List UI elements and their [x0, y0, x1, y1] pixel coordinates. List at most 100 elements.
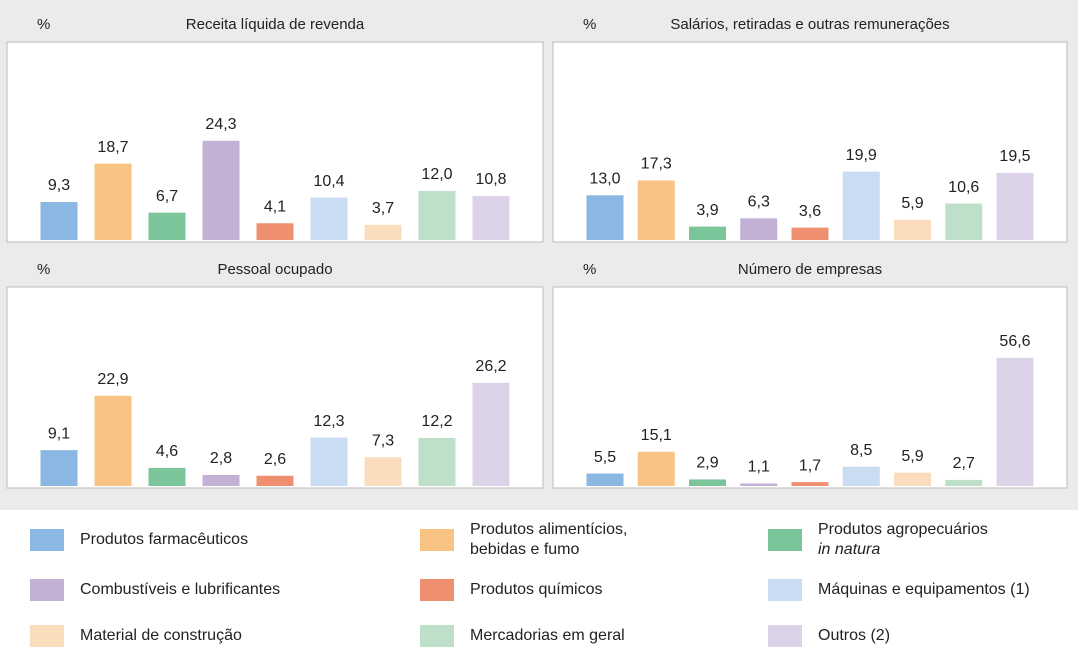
value-label: 2,7 — [953, 455, 975, 472]
value-label: 1,1 — [748, 459, 770, 476]
value-label: 5,9 — [901, 448, 923, 465]
bar — [40, 450, 78, 486]
legend-label: Produtos químicos — [470, 581, 603, 598]
value-label: 6,7 — [156, 188, 178, 205]
bar — [689, 226, 726, 240]
legend-label: Máquinas e equipamentos (1) — [818, 581, 1030, 598]
y-axis-label: % — [37, 261, 50, 278]
value-label: 3,6 — [799, 203, 821, 220]
legend-swatch — [30, 529, 64, 551]
value-label: 2,8 — [210, 450, 232, 467]
legend-label: in natura — [818, 541, 880, 558]
legend-swatch — [420, 579, 454, 601]
bar — [310, 437, 348, 486]
value-label: 22,9 — [97, 371, 128, 388]
legend-swatch — [420, 625, 454, 647]
legend-label: Material de construção — [80, 627, 242, 644]
value-label: 10,6 — [948, 179, 979, 196]
value-label: 19,9 — [846, 147, 877, 164]
bar — [637, 451, 675, 486]
legend-swatch — [768, 529, 802, 551]
value-label: 12,0 — [421, 166, 452, 183]
value-label: 7,3 — [372, 432, 394, 449]
bar — [256, 223, 294, 240]
value-label: 12,2 — [421, 413, 452, 430]
legend-swatch — [30, 579, 64, 601]
value-label: 10,8 — [475, 171, 506, 188]
bar — [894, 219, 931, 240]
bar — [842, 466, 880, 486]
value-label: 5,5 — [594, 449, 616, 466]
value-label: 3,9 — [696, 202, 718, 219]
bar — [310, 197, 348, 240]
legend-swatch — [768, 579, 802, 601]
value-label: 17,3 — [641, 156, 672, 173]
bar — [689, 479, 726, 486]
legend-label: Produtos alimentícios, — [470, 521, 627, 538]
value-label: 6,3 — [748, 194, 770, 211]
value-label: 18,7 — [97, 139, 128, 156]
bar — [842, 171, 880, 240]
value-label: 15,1 — [641, 427, 672, 444]
bar — [202, 474, 240, 486]
value-label: 2,9 — [696, 455, 718, 472]
y-axis-label: % — [37, 16, 50, 33]
value-label: 24,3 — [205, 116, 236, 133]
bar — [791, 482, 829, 486]
value-label: 5,9 — [901, 195, 923, 212]
value-label: 8,5 — [850, 442, 872, 459]
legend-label: Produtos farmacêuticos — [80, 531, 248, 548]
bar — [586, 473, 624, 486]
bar — [418, 437, 456, 486]
value-label: 19,5 — [999, 148, 1030, 165]
bar — [637, 180, 675, 240]
bar — [364, 224, 402, 240]
legend-label: Combustíveis e lubrificantes — [80, 581, 280, 598]
value-label: 13,0 — [589, 171, 620, 188]
bar — [94, 163, 132, 240]
value-label: 4,6 — [156, 443, 178, 460]
bar — [894, 472, 931, 486]
value-label: 1,7 — [799, 457, 821, 474]
bar — [586, 195, 624, 240]
bar — [740, 218, 778, 240]
bar — [94, 395, 132, 486]
panel-title: Número de empresas — [738, 261, 882, 278]
panel-title: Pessoal ocupado — [217, 261, 332, 278]
bar — [472, 382, 510, 486]
bar — [40, 202, 78, 240]
legend-label: Produtos agropecuários — [818, 521, 988, 538]
y-axis-label: % — [583, 261, 596, 278]
legend-swatch — [420, 529, 454, 551]
bar — [148, 212, 186, 240]
y-axis-label: % — [583, 16, 596, 33]
bar — [945, 203, 983, 240]
bar — [148, 467, 186, 486]
value-label: 12,3 — [313, 413, 344, 430]
bar — [791, 227, 829, 240]
bar — [996, 357, 1034, 486]
legend-swatch — [768, 625, 802, 647]
bar — [202, 140, 240, 240]
legend-label: Outros (2) — [818, 627, 890, 644]
value-label: 10,4 — [313, 173, 344, 190]
value-label: 3,7 — [372, 200, 394, 217]
legend-label: Mercadorias em geral — [470, 627, 625, 644]
value-label: 2,6 — [264, 451, 286, 468]
bar — [472, 195, 510, 240]
panel-title: Receita líquida de revenda — [186, 16, 365, 33]
value-label: 26,2 — [475, 358, 506, 375]
bar — [945, 479, 983, 486]
bar — [996, 172, 1034, 240]
panel-title: Salários, retiradas e outras remuneraçõe… — [670, 16, 949, 33]
bar — [364, 457, 402, 486]
bar — [740, 483, 778, 486]
bar — [256, 475, 294, 486]
legend-label: bebidas e fumo — [470, 541, 580, 558]
value-label: 4,1 — [264, 198, 286, 215]
bar — [418, 191, 456, 240]
legend-swatch — [30, 625, 64, 647]
value-label: 9,3 — [48, 177, 70, 194]
value-label: 56,6 — [999, 333, 1030, 350]
